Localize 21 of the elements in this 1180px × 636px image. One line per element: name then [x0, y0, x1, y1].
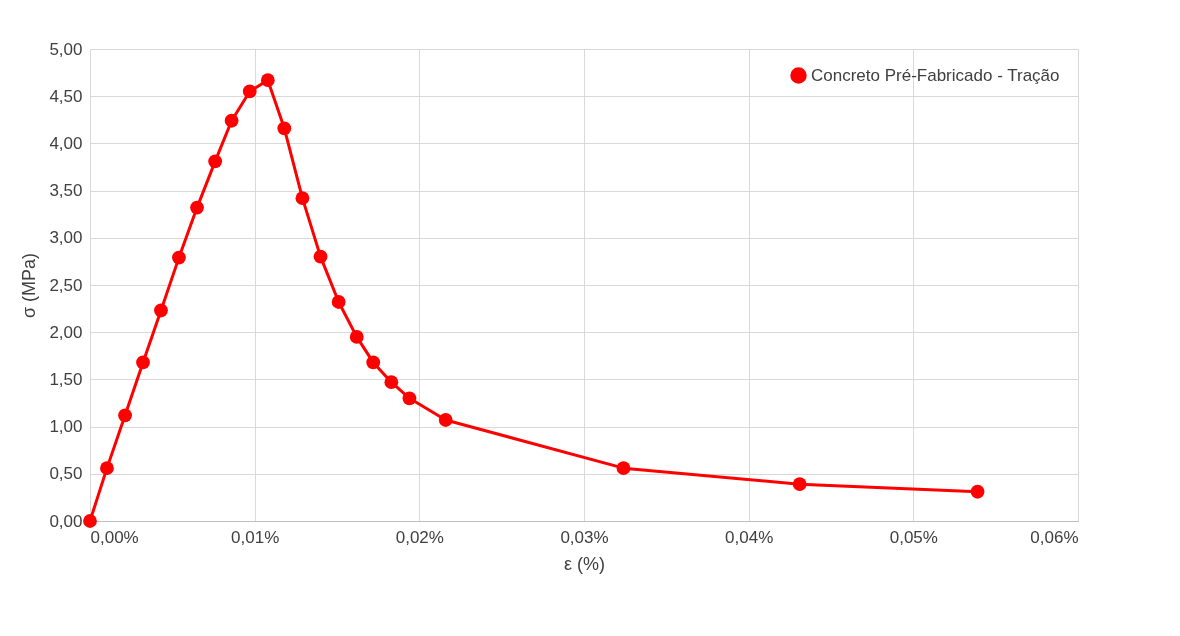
y-tick-label: 3,00 — [49, 228, 83, 248]
y-tick-label: 4,50 — [49, 86, 83, 106]
x-tick-label: 0,03% — [560, 527, 609, 547]
x-tick-label: 0,02% — [395, 527, 444, 547]
x-axis-title: ε (%) — [563, 553, 606, 574]
y-tick-label: 4,00 — [49, 133, 83, 153]
y-tick-label: 2,00 — [49, 322, 83, 342]
y-tick-label: 5,00 — [49, 39, 83, 59]
y-tick-label: 2,50 — [49, 275, 83, 295]
y-tick-label: 0,50 — [49, 464, 83, 484]
legend-label: Concreto Pré-Fabricado - Tração — [811, 65, 1060, 85]
x-tick-label: 0,06% — [1030, 527, 1079, 547]
y-tick-label: 1,00 — [49, 417, 83, 437]
x-tick-label: 0,00% — [90, 527, 139, 547]
y-tick-label: 3,50 — [49, 181, 83, 201]
y-axis-title: σ (MPa) — [19, 252, 40, 319]
x-tick-label: 0,01% — [231, 527, 280, 547]
y-tick-label: 1,50 — [49, 369, 83, 389]
x-tick-label: 0,05% — [889, 527, 938, 547]
y-tick-label: 0,00 — [49, 511, 83, 531]
x-tick-label: 0,04% — [725, 527, 774, 547]
